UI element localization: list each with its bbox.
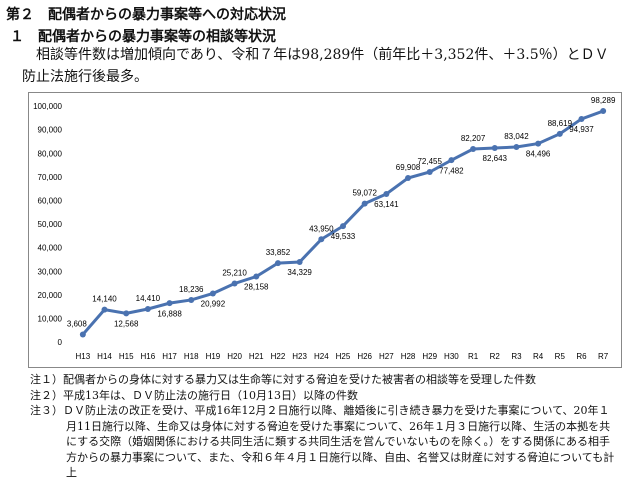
y-tick-label: 60,000 (38, 197, 63, 206)
data-label: 94,937 (569, 125, 594, 134)
y-tick-label: 20,000 (38, 291, 63, 300)
data-label: 18,236 (179, 285, 204, 294)
x-tick-label: H15 (119, 352, 134, 361)
point (253, 273, 260, 280)
point (209, 290, 216, 297)
data-label: 88,619 (548, 119, 573, 128)
point (188, 296, 195, 303)
note: 注１）配偶者からの身体に対する暴力又は生命等に対する脅迫を受けた被害者の相談等を… (30, 373, 536, 386)
data-label: 63,141 (374, 200, 399, 209)
point (274, 260, 281, 267)
y-tick-label: 80,000 (38, 149, 63, 158)
chart: 0 10,000 20,000 30,000 40,000 50,000 60,000 70,… (28, 92, 622, 368)
data-label: 98,289 (591, 96, 616, 105)
point (535, 140, 542, 147)
point (600, 108, 607, 115)
y-tick-label: 40,000 (38, 244, 63, 253)
point (491, 144, 498, 151)
x-tick-label: H23 (292, 352, 307, 361)
point (448, 157, 455, 164)
data-label: 20,992 (201, 300, 226, 309)
x-tick-label: H25 (336, 352, 351, 361)
point (318, 236, 325, 243)
y-tick-label: 50,000 (38, 220, 63, 229)
point (578, 115, 585, 122)
point (383, 190, 390, 197)
data-label: 82,643 (483, 154, 508, 163)
y-tick-label: 30,000 (38, 267, 63, 276)
y-tick-label: 70,000 (38, 173, 63, 182)
point (470, 145, 477, 152)
x-tick-label: H22 (271, 352, 286, 361)
data-label: 14,410 (136, 294, 161, 303)
note: 注２）平成13年は、ＤＶ防止法の施行日（10月13日）以降の件数 (30, 388, 358, 402)
x-tick-label: R4 (533, 352, 544, 361)
point (231, 280, 238, 287)
y-tick-label: 90,000 (38, 126, 63, 135)
data-label: 49,533 (331, 232, 356, 241)
x-tick-label: H20 (227, 352, 242, 361)
point (556, 130, 563, 137)
x-tick-label: H27 (379, 352, 394, 361)
point (79, 331, 86, 338)
data-label: 14,140 (92, 295, 117, 304)
data-label: 82,207 (461, 134, 486, 143)
x-tick-label: R2 (490, 352, 501, 361)
notes: 注１）配偶者からの身体に対する暴力又は生命等に対する脅迫を受けた被害者の相談等を… (30, 372, 620, 481)
chart-frame (28, 92, 622, 368)
data-label: 3,608 (67, 320, 88, 329)
x-tick-label: H17 (162, 352, 177, 361)
point (144, 305, 151, 312)
x-tick-label: R3 (511, 352, 522, 361)
y-tick-label: 10,000 (38, 315, 63, 324)
point (101, 306, 108, 313)
data-label: 28,158 (244, 283, 269, 292)
point (405, 175, 412, 182)
x-tick-label: H21 (249, 352, 264, 361)
subsection-title: １ 配偶者からの暴力事案等の相談等状況 (10, 29, 276, 45)
data-label: 16,888 (157, 309, 182, 318)
point (340, 223, 346, 230)
section-title: 第２ 配偶者からの暴力事案等への対応状況 (6, 7, 286, 23)
x-tick-label: H29 (422, 352, 437, 361)
data-label: 72,455 (417, 157, 442, 166)
summary: 相談等件数は増加傾向であり、令和７年は98,289件（前年比＋3,352件、＋3… (22, 47, 609, 85)
point (166, 300, 173, 307)
point (513, 144, 520, 151)
y-tick-label: 0 (58, 338, 63, 347)
data-label: 59,072 (352, 189, 377, 198)
y-tick-label: 100,000 (33, 102, 62, 111)
data-label: 12,568 (114, 319, 139, 328)
data-label: 84,496 (526, 150, 551, 159)
x-tick-label: H24 (314, 352, 329, 361)
data-label: 83,042 (504, 132, 529, 141)
data-label: 33,852 (266, 248, 291, 257)
data-label: 43,950 (309, 224, 334, 233)
data-label: 25,210 (222, 269, 247, 278)
x-tick-label: R1 (468, 352, 479, 361)
x-tick-label: H14 (97, 352, 112, 361)
x-tick-label: H19 (206, 352, 221, 361)
x-tick-label: H18 (184, 352, 199, 361)
data-label: 34,329 (287, 268, 312, 277)
note: 注３）ＤＶ防止法の改正を受け、平成16年12月２日施行以降、離婚後に引き続き暴力… (30, 404, 615, 479)
point (296, 258, 303, 265)
x-tick-label: R7 (598, 352, 609, 361)
point (426, 169, 433, 176)
x-tick-label: H26 (357, 352, 372, 361)
point (123, 310, 130, 317)
x-tick-label: H28 (401, 352, 416, 361)
data-label: 69,908 (396, 163, 421, 172)
x-tick-label: H30 (444, 352, 459, 361)
x-tick-label: H13 (75, 352, 90, 361)
x-tick-label: R5 (555, 352, 566, 361)
data-label: 77,482 (439, 166, 464, 175)
point (361, 200, 368, 207)
x-tick-label: H16 (141, 352, 156, 361)
x-tick-label: R6 (576, 352, 587, 361)
